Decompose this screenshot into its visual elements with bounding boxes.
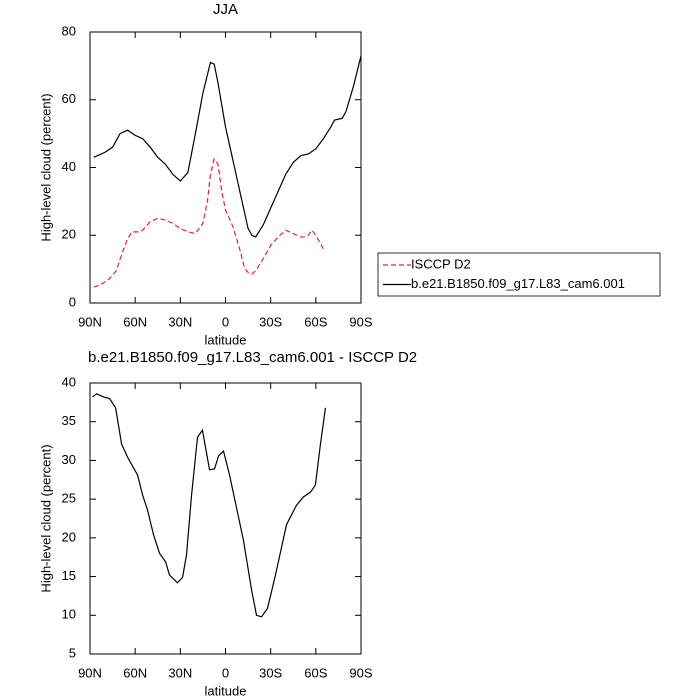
x-tick-label: 0 <box>222 665 229 680</box>
y-tick-label: 10 <box>62 607 76 622</box>
plot-frame <box>89 31 362 304</box>
x-tick-label: 30S <box>259 665 282 680</box>
chart-title: b.e21.B1850.f09_g17.L83_cam6.001 - ISCCP… <box>88 349 417 366</box>
x-tick-label: 60S <box>304 665 327 680</box>
y-tick-label: 40 <box>62 159 76 174</box>
x-tick-label: 90S <box>349 314 372 329</box>
chart-title: JJA <box>213 1 238 18</box>
y-tick-label: 25 <box>62 491 76 506</box>
y-axis-label: High-level cloud (percent) <box>38 444 53 592</box>
y-tick-label: 60 <box>62 91 76 106</box>
x-tick-label: 90N <box>78 665 102 680</box>
data-line <box>92 393 327 618</box>
x-tick-label: 30S <box>259 314 282 329</box>
legend-frame <box>377 252 661 297</box>
y-tick-label: 20 <box>62 529 76 544</box>
x-tick-label: 90S <box>349 665 372 680</box>
y-tick-label: 30 <box>62 452 76 467</box>
legend-label: ISCCP D2 <box>411 256 471 271</box>
legend-label: b.e21.B1850.f09_g17.L83_cam6.001 <box>411 276 625 291</box>
x-tick-label: 60N <box>123 314 147 329</box>
plot-frame <box>89 382 362 655</box>
y-tick-label: 35 <box>62 413 76 428</box>
x-tick-label: 60N <box>123 665 147 680</box>
x-tick-label: 30N <box>168 314 192 329</box>
x-tick-label: 90N <box>78 314 102 329</box>
x-axis-label: latitude <box>205 683 247 698</box>
y-tick-label: 0 <box>69 294 76 309</box>
x-tick-label: 0 <box>222 314 229 329</box>
y-tick-label: 40 <box>62 374 76 389</box>
x-axis-label: latitude <box>205 332 247 347</box>
data-line <box>93 157 324 288</box>
data-line <box>93 55 362 238</box>
y-tick-label: 15 <box>62 568 76 583</box>
y-tick-label: 5 <box>69 645 76 660</box>
x-tick-label: 60S <box>304 314 327 329</box>
y-axis-label: High-level cloud (percent) <box>38 93 53 241</box>
y-tick-label: 20 <box>62 227 76 242</box>
y-tick-label: 80 <box>62 23 76 38</box>
x-tick-label: 30N <box>168 665 192 680</box>
